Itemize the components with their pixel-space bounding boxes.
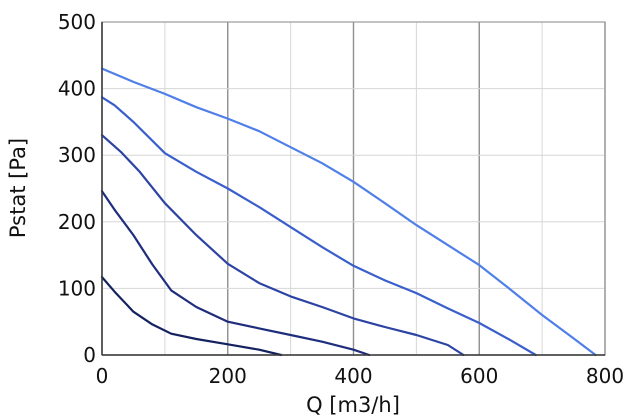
tick-labels: 0 100 200 300 400 500 0 200 400 600 800 [58, 10, 624, 388]
series-line-1 [100, 67, 597, 357]
series-line-4 [100, 190, 371, 357]
y-axis-title: Pstat [Pa] [6, 138, 30, 238]
y-tick-label: 400 [58, 77, 96, 101]
y-tick-label: 100 [58, 276, 96, 300]
y-tick-label: 200 [58, 210, 96, 234]
x-tick-label: 0 [96, 364, 109, 388]
series-line-5 [100, 276, 283, 357]
x-axis-title: Q [m3/h] [306, 393, 400, 417]
y-tick-label: 0 [83, 343, 96, 367]
x-tick-label: 600 [460, 364, 498, 388]
curve-series [100, 67, 597, 357]
x-tick-label: 400 [334, 364, 372, 388]
series-line-3 [100, 134, 465, 357]
y-tick-label: 300 [58, 143, 96, 167]
x-tick-label: 200 [209, 364, 247, 388]
x-tick-label: 800 [586, 364, 624, 388]
series-line-2 [100, 96, 537, 357]
y-tick-label: 500 [58, 10, 96, 34]
